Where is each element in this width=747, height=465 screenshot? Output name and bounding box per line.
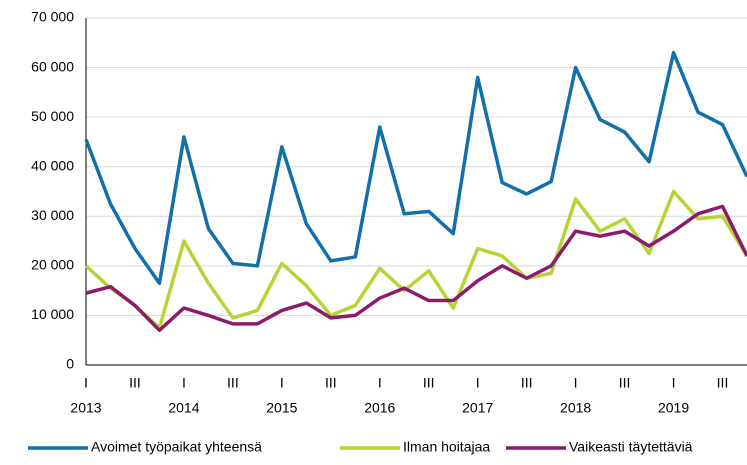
x-tick-label: I [182, 375, 186, 391]
x-tick-label: III [227, 375, 239, 391]
y-tick-label: 60 000 [31, 58, 74, 74]
x-tick-label: I [574, 375, 578, 391]
y-tick-label: 20 000 [31, 257, 74, 273]
legend-label: Ilman hoitajaa [403, 439, 490, 455]
x-tick-label: III [619, 375, 631, 391]
x-tick-label: I [84, 375, 88, 391]
y-tick-label: 30 000 [31, 207, 74, 223]
x-tick-label: I [672, 375, 676, 391]
x-tick-label: I [280, 375, 284, 391]
year-label: 2018 [560, 400, 591, 416]
x-tick-label: III [423, 375, 435, 391]
y-tick-label: 40 000 [31, 157, 74, 173]
y-tick-label: 70 000 [31, 9, 74, 25]
year-label: 2016 [364, 400, 395, 416]
legend-label: Vaikeasti täytettäviä [569, 439, 693, 455]
series-line [84, 189, 747, 330]
x-tick-label: III [129, 375, 141, 391]
x-tick-label: III [325, 375, 337, 391]
series-line [84, 50, 747, 285]
y-tick-label: 10 000 [31, 306, 74, 322]
x-tick-label: III [717, 375, 729, 391]
year-label: 2019 [658, 400, 689, 416]
y-tick-label: 50 000 [31, 108, 74, 124]
x-tick-label: I [476, 375, 480, 391]
y-tick-label: 0 [66, 356, 74, 372]
year-label: 2015 [266, 400, 297, 416]
legend-label: Avoimet työpaikat yhteensä [91, 439, 262, 455]
year-label: 2013 [70, 400, 101, 416]
year-label: 2014 [168, 400, 199, 416]
series-line [85, 204, 747, 333]
x-tick-label: III [521, 375, 533, 391]
year-label: 2017 [462, 400, 493, 416]
x-tick-label: I [378, 375, 382, 391]
